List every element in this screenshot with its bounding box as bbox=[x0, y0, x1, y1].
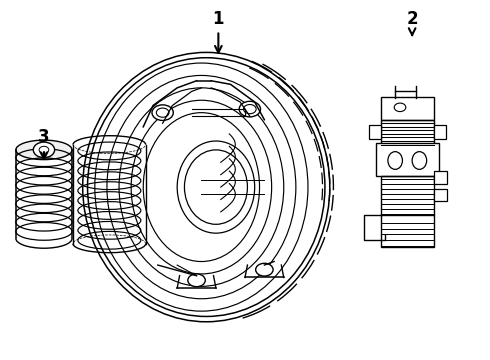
Bar bbox=[376, 143, 439, 176]
Bar bbox=[381, 97, 434, 120]
Text: 3: 3 bbox=[38, 129, 50, 159]
Circle shape bbox=[152, 105, 173, 121]
Circle shape bbox=[239, 101, 261, 117]
Bar bbox=[434, 125, 446, 139]
Bar bbox=[381, 176, 434, 215]
Circle shape bbox=[256, 263, 273, 276]
Bar bbox=[381, 215, 434, 247]
Circle shape bbox=[33, 142, 54, 158]
Text: 1: 1 bbox=[213, 10, 224, 53]
Bar bbox=[434, 171, 447, 184]
Text: 2: 2 bbox=[406, 10, 418, 35]
Ellipse shape bbox=[16, 140, 72, 159]
Circle shape bbox=[188, 274, 205, 287]
Bar bbox=[381, 120, 434, 145]
Bar bbox=[434, 189, 447, 201]
Bar bbox=[368, 125, 381, 139]
